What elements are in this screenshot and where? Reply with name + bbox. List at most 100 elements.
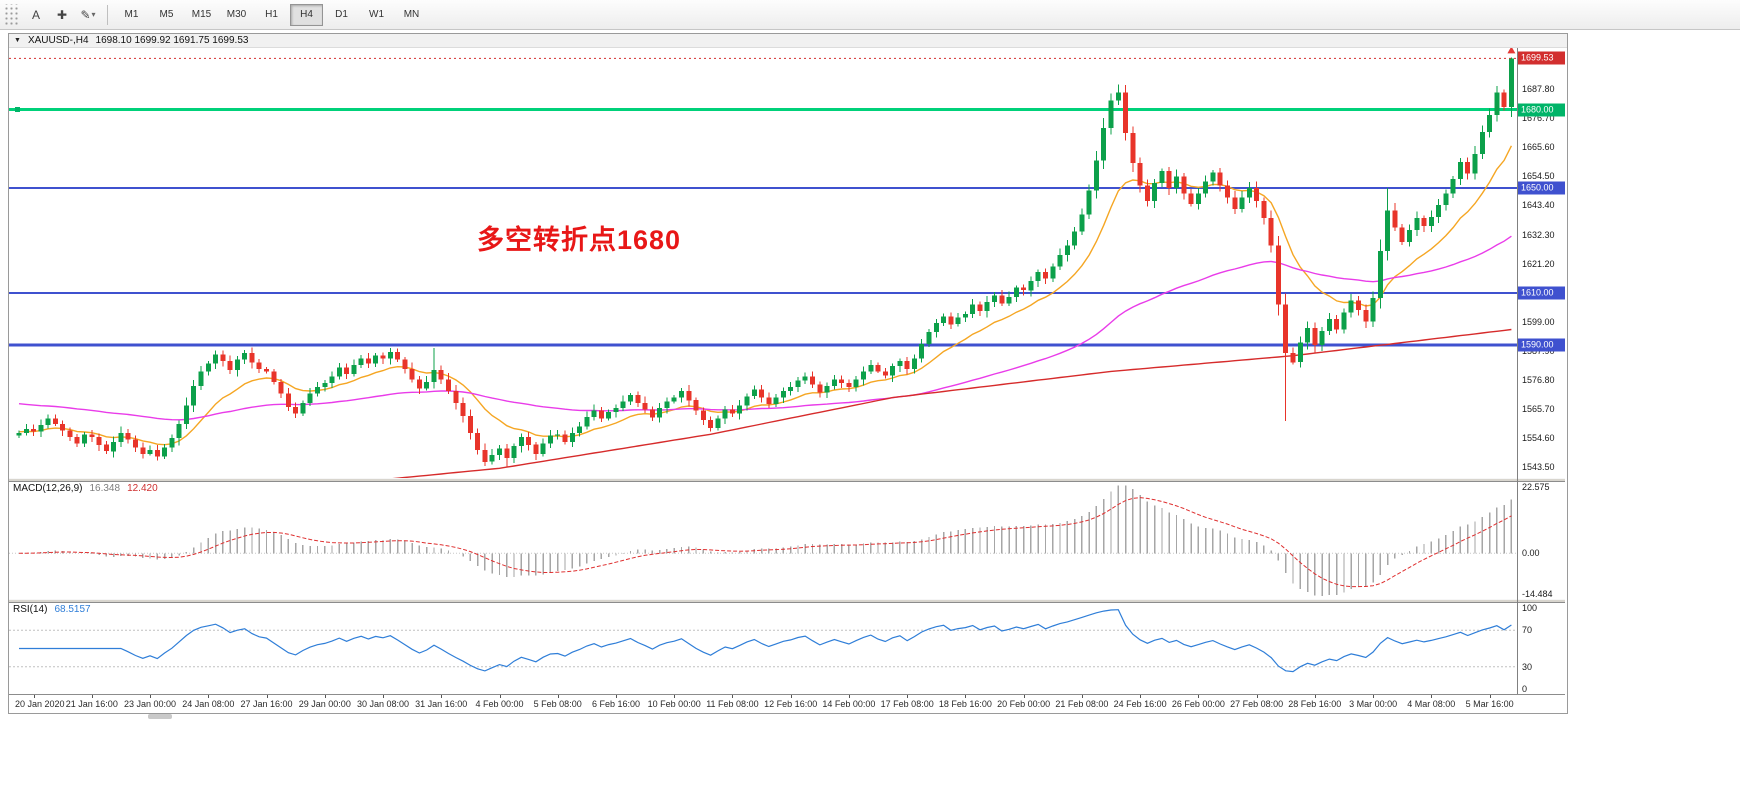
timeframe-button-H4[interactable]: H4: [290, 3, 323, 26]
price-tick-label: 1543.50: [1522, 462, 1555, 472]
price-tick-label: 1610.10: [1522, 287, 1555, 298]
time-axis-label: 28 Feb 16:00: [1288, 699, 1342, 709]
price-tick-label: 1565.70: [1522, 403, 1555, 414]
timeframe-button-MN[interactable]: MN: [403, 9, 420, 20]
macd-header: MACD(12,26,9) 16.348 12.420: [13, 483, 158, 494]
price-alert-arrow-icon: [1507, 48, 1516, 54]
current-price-box: 1699.53: [1518, 51, 1565, 65]
pane-splitter[interactable]: [9, 478, 1565, 482]
timeframe-button-D1[interactable]: D1: [335, 9, 348, 20]
pencil-icon: ✎: [80, 7, 91, 22]
time-axis-tick: [732, 695, 734, 698]
time-axis-tick: [33, 695, 35, 698]
time-axis-label: 5 Feb 08:00: [533, 699, 582, 709]
macd-pane[interactable]: MACD(12,26,9) 16.348 12.420: [9, 482, 1517, 599]
time-axis-tick: [1081, 695, 1083, 698]
level-price-box: 1680.00: [1518, 103, 1565, 116]
time-axis-label: 21 Jan 16:00: [65, 699, 118, 709]
chevron-down-icon: ▾: [91, 10, 96, 19]
rsi-header: RSI(14) 68.5157: [13, 604, 91, 615]
time-axis-label: 20 Feb 00:00: [997, 699, 1051, 709]
macd-axis-label: 22.575: [1522, 482, 1550, 492]
time-axis-tick: [1373, 695, 1375, 698]
time-axis[interactable]: 20 Jan 2020 21 Jan 16:00 23 Jan 00:00 24 Ja…: [9, 694, 1565, 712]
time-axis-label: 12 Feb 16:00: [764, 699, 818, 709]
timeframe-button-H1[interactable]: H1: [265, 9, 278, 20]
toolbar: A ✚ ✎ ▾ M1 M5 M15 M30 H1 H4 D1 W1 MN: [0, 0, 1740, 30]
rsi-value: 68.5157: [54, 604, 91, 615]
draw-tools-button[interactable]: ✎ ▾: [76, 3, 100, 27]
time-axis-tick: [557, 695, 559, 698]
time-axis-label: 24 Feb 16:00: [1113, 699, 1167, 709]
price-tick-label: 1621.20: [1522, 258, 1555, 269]
time-axis-tick: [208, 695, 210, 698]
time-axis-tick: [965, 695, 967, 698]
time-axis-tick: [441, 695, 443, 698]
macd-main-value: 16.348: [89, 483, 121, 494]
price-chart[interactable]: [9, 48, 1517, 478]
level-price-box: 1590.00: [1518, 338, 1565, 352]
chart-ohlc-values: 1698.10 1699.92 1691.75 1699.53: [95, 35, 249, 46]
rsi-chart[interactable]: [9, 603, 1517, 694]
rsi-line: [19, 609, 1512, 673]
time-axis-label: 4 Feb 00:00: [475, 699, 524, 709]
rsi-axis-label: 0: [1522, 684, 1528, 694]
ma-mid-magenta: [18, 235, 1512, 421]
timeframe-button-M30[interactable]: M30: [226, 9, 247, 20]
toolbar-grip[interactable]: [3, 3, 19, 26]
time-axis-label: 30 Jan 08:00: [356, 699, 410, 709]
price-tick-label: 1599.00: [1522, 316, 1555, 327]
time-axis-tick: [907, 695, 909, 698]
price-pane[interactable]: 多空转折点1680: [9, 48, 1517, 478]
timeframe-button-W1[interactable]: W1: [369, 9, 384, 20]
candles: [16, 57, 1514, 467]
time-axis-label: 31 Jan 16:00: [415, 699, 468, 709]
time-axis-label: 10 Feb 00:00: [647, 699, 701, 709]
price-tick-label: 1676.70: [1522, 113, 1555, 124]
timeframe-button-M15[interactable]: M15: [191, 9, 212, 20]
chart-dropdown-icon[interactable]: ▼: [14, 37, 21, 44]
ma-slow-red: [392, 328, 1512, 478]
time-axis-tick: [383, 695, 384, 698]
rsi-pane[interactable]: RSI(14) 68.5157: [9, 603, 1517, 694]
macd-chart[interactable]: [9, 482, 1517, 599]
time-axis-tick: [266, 695, 268, 698]
timeframe-button-M1[interactable]: M1: [124, 9, 139, 20]
time-axis-tick: [1314, 695, 1316, 698]
chart-title-bar: ▼ XAUUSD-,H4 1698.10 1699.92 1691.75 169…: [9, 34, 1567, 48]
time-axis-label: 20 Jan 2020: [15, 699, 65, 709]
price-axis-separator: [1517, 48, 1518, 694]
ma-fast-orange: [18, 145, 1513, 446]
chart-symbol-title: XAUUSD-,H4: [27, 35, 89, 46]
time-axis-tick: [674, 695, 676, 698]
time-axis-label: 23 Jan 00:00: [123, 699, 177, 709]
time-axis-label: 3 Mar 00:00: [1349, 699, 1398, 709]
text-tool-button[interactable]: A: [31, 7, 40, 22]
crosshair-button[interactable]: ✚: [56, 7, 68, 22]
time-axis-label: 27 Feb 08:00: [1230, 699, 1284, 709]
time-axis-label: 24 Jan 08:00: [182, 699, 235, 709]
chart-annotation: 多空转折点1680: [477, 225, 682, 255]
price-tick-label: 1665.60: [1522, 142, 1555, 153]
rsi-axis-label: 70: [1522, 625, 1533, 636]
level-price-box: 1650.00: [1518, 181, 1565, 195]
time-axis-tick: [616, 695, 617, 698]
pane-splitter[interactable]: [9, 599, 1565, 603]
time-axis-label: 26 Feb 00:00: [1171, 699, 1225, 709]
time-axis-label: 5 Mar 16:00: [1465, 699, 1514, 709]
rsi-axis-label: 100: [1522, 603, 1538, 613]
time-axis-label: 17 Feb 08:00: [880, 699, 934, 709]
macd-axis-label: -14.484: [1522, 589, 1553, 599]
time-axis-tick: [499, 695, 501, 698]
rsi-name: RSI(14): [13, 604, 48, 615]
time-axis-label: 27 Jan 16:00: [240, 699, 293, 709]
level-anchor-marker: [15, 107, 20, 112]
timeframe-toolbar: M1 M5 M15 M30 H1 H4 D1 W1 MN: [114, 3, 429, 26]
time-axis-tick: [1140, 695, 1142, 698]
h-scrollbar-thumb[interactable]: [148, 714, 172, 719]
macd-signal-line: [18, 497, 1512, 588]
time-axis-tick: [790, 695, 792, 698]
timeframe-button-M5[interactable]: M5: [159, 9, 174, 20]
time-axis-tick: [91, 695, 93, 698]
time-axis-tick: [324, 695, 326, 698]
